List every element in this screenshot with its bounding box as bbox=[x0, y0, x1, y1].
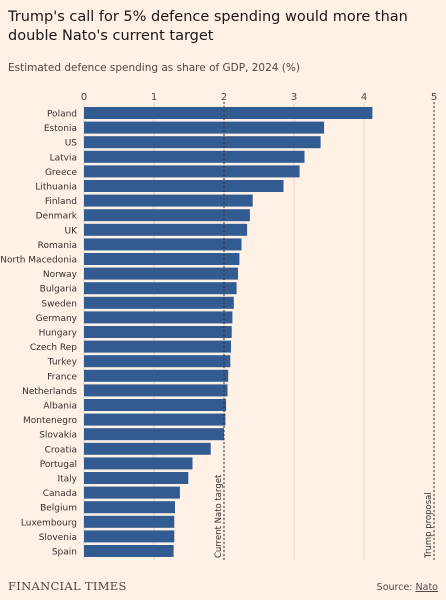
bar-north-macedonia bbox=[84, 253, 240, 265]
category-label-turkey: Turkey bbox=[47, 358, 78, 368]
category-label-luxembourg: Luxembourg bbox=[21, 518, 77, 528]
x-tick-label-4: 4 bbox=[361, 92, 367, 103]
bar-montenegro bbox=[84, 413, 226, 426]
bar-netherlands bbox=[84, 384, 228, 397]
bar-chart: 0 1 2 3 4 5 Poland Estonia US Latvia Greece Lithuan… bbox=[0, 92, 437, 560]
category-label-france: France bbox=[47, 372, 77, 382]
category-label-italy: Italy bbox=[57, 475, 77, 485]
bar-portugal bbox=[84, 457, 193, 470]
category-label-netherlands: Netherlands bbox=[22, 387, 77, 397]
bar-uk bbox=[84, 223, 248, 236]
category-label-bulgaria: Bulgaria bbox=[40, 285, 77, 295]
bar-canada bbox=[84, 486, 180, 499]
bar-estonia bbox=[84, 121, 325, 134]
bar-turkey bbox=[84, 355, 231, 368]
bar-romania bbox=[84, 238, 242, 251]
category-label-slovenia: Slovenia bbox=[39, 533, 77, 543]
bar-lithuania bbox=[84, 180, 284, 192]
x-tick-label-2: 2 bbox=[221, 92, 227, 103]
category-label-spain: Spain bbox=[52, 548, 77, 558]
bar-slovakia bbox=[84, 428, 224, 441]
source-link[interactable]: Nato bbox=[415, 582, 438, 593]
category-label-romania: Romania bbox=[38, 241, 77, 251]
category-label-germany: Germany bbox=[36, 314, 78, 324]
category-label-estonia: Estonia bbox=[44, 124, 77, 134]
chart-title: Trump's call for 5% defence spending wou… bbox=[8, 9, 408, 44]
bar-croatia bbox=[84, 442, 211, 455]
category-label-denmark: Denmark bbox=[36, 212, 78, 222]
category-label-latvia: Latvia bbox=[50, 153, 77, 163]
category-label-montenegro: Montenegro bbox=[23, 416, 77, 426]
bar-us bbox=[84, 136, 321, 149]
x-tick-label-1: 1 bbox=[151, 92, 157, 103]
x-tick-label-3: 3 bbox=[291, 92, 297, 103]
bar-poland bbox=[84, 107, 373, 119]
category-label-poland: Poland bbox=[47, 110, 77, 120]
source-note: Source: Nato bbox=[377, 582, 438, 593]
category-label-albania: Albania bbox=[43, 402, 77, 412]
category-label-czech-rep: Czech Rep bbox=[30, 343, 77, 353]
category-label-greece: Greece bbox=[45, 168, 77, 178]
bar-france bbox=[84, 369, 229, 382]
bar-italy bbox=[84, 472, 189, 484]
category-label-slovakia: Slovakia bbox=[39, 431, 77, 441]
category-label-uk: UK bbox=[65, 226, 79, 236]
category-label-hungary: Hungary bbox=[39, 329, 78, 339]
bar-bulgaria bbox=[84, 282, 237, 295]
category-label-us: US bbox=[65, 139, 78, 149]
category-label-sweden: Sweden bbox=[41, 299, 77, 309]
chart-subtitle: Estimated defence spending as share of G… bbox=[8, 62, 300, 74]
bar-hungary bbox=[84, 326, 232, 338]
ft-logo-text: FINANCIAL TIMES bbox=[8, 579, 127, 593]
category-label-croatia: Croatia bbox=[45, 445, 77, 455]
bar-finland bbox=[84, 194, 253, 207]
bar-germany bbox=[84, 311, 233, 324]
category-label-belgium: Belgium bbox=[40, 504, 77, 514]
reference-label-2: Current Nato target bbox=[214, 474, 224, 558]
bar-spain bbox=[84, 545, 174, 557]
bar-norway bbox=[84, 267, 238, 280]
bar-albania bbox=[84, 399, 227, 411]
bar-latvia bbox=[84, 150, 305, 163]
category-label-portugal: Portugal bbox=[40, 460, 77, 470]
bar-sweden bbox=[84, 296, 234, 309]
bar-greece bbox=[84, 165, 300, 178]
bar-czech-rep bbox=[84, 340, 231, 353]
source-prefix: Source: bbox=[376, 582, 416, 593]
category-label-finland: Finland bbox=[45, 197, 77, 207]
bar-slovenia bbox=[84, 530, 175, 543]
category-label-lithuania: Lithuania bbox=[35, 183, 77, 193]
category-label-norway: Norway bbox=[43, 270, 78, 280]
bar-denmark bbox=[84, 209, 250, 222]
x-tick-label-0: 0 bbox=[81, 92, 87, 103]
bar-belgium bbox=[84, 501, 175, 514]
reference-label-5: Trump proposal bbox=[424, 492, 434, 559]
x-tick-label-5: 5 bbox=[431, 92, 437, 103]
category-label-north-macedonia: North Macedonia bbox=[0, 256, 77, 266]
bar-luxembourg bbox=[84, 515, 175, 528]
category-label-canada: Canada bbox=[43, 489, 77, 499]
